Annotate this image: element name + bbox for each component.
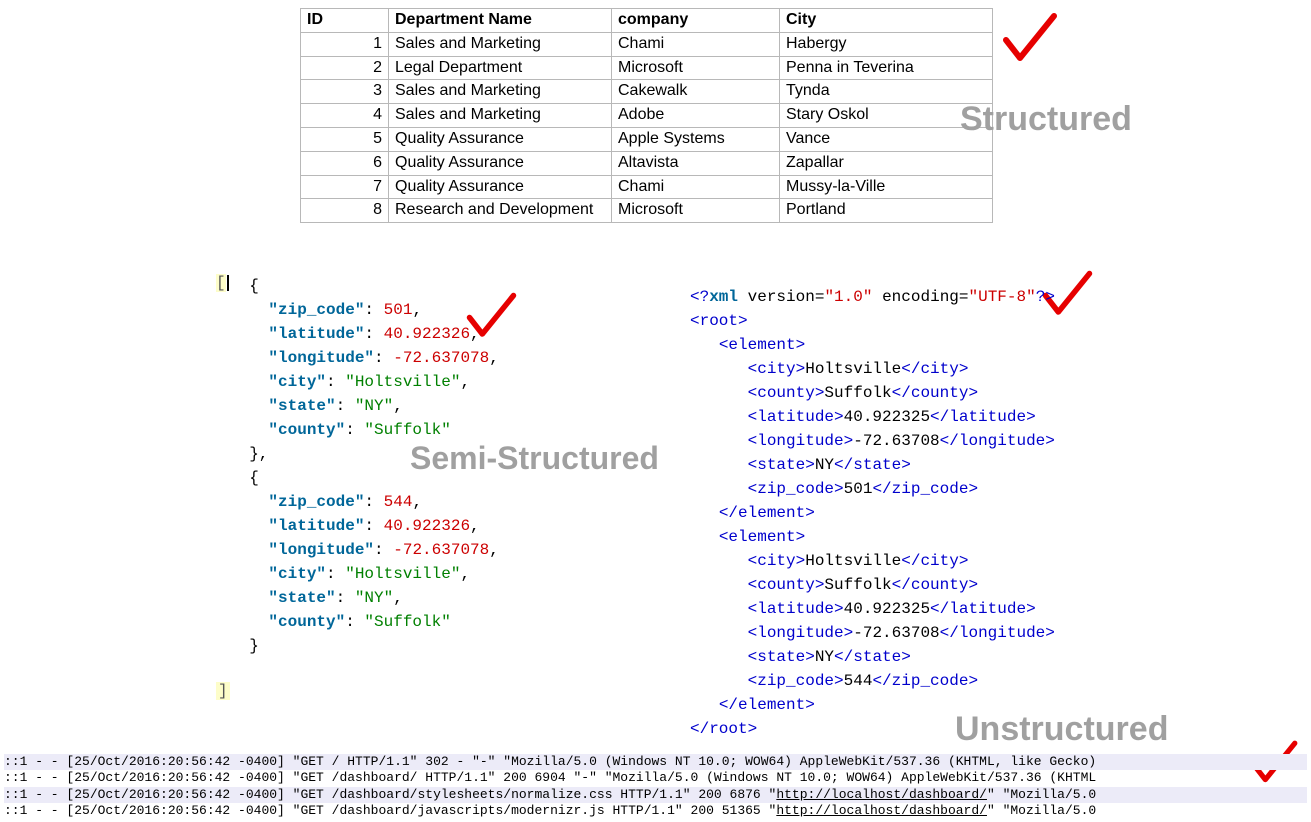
table-row: 8Research and DevelopmentMicrosoftPortla… xyxy=(301,199,993,223)
table-row: 5Quality AssuranceApple SystemsVance xyxy=(301,127,993,151)
table-cell: 3 xyxy=(301,80,389,104)
table-cell: Cakewalk xyxy=(612,80,780,104)
table-row: 1Sales and MarketingChamiHabergy xyxy=(301,32,993,56)
table-cell: Apple Systems xyxy=(612,127,780,151)
table-cell: Legal Department xyxy=(389,56,612,80)
table-cell: Habergy xyxy=(780,32,993,56)
table-cell: Research and Development xyxy=(389,199,612,223)
table-cell: Penna in Teverina xyxy=(780,56,993,80)
table-cell: Sales and Marketing xyxy=(389,32,612,56)
xml-code-panel: <?xml version="1.0" encoding="UTF-8"?> <… xyxy=(690,285,1055,741)
log-output: ::1 - - [25/Oct/2016:20:56:42 -0400] "GE… xyxy=(4,754,1307,819)
table-row: 3Sales and MarketingCakewalkTynda xyxy=(301,80,993,104)
col-company: company xyxy=(612,9,780,33)
structured-table: ID Department Name company City 1Sales a… xyxy=(300,8,993,223)
table-cell: Zapallar xyxy=(780,151,993,175)
table-row: 6Quality AssuranceAltavistaZapallar xyxy=(301,151,993,175)
table-cell: Altavista xyxy=(612,151,780,175)
log-line: ::1 - - [25/Oct/2016:20:56:42 -0400] "GE… xyxy=(4,787,1307,803)
table-cell: 4 xyxy=(301,104,389,128)
col-city: City xyxy=(780,9,993,33)
log-line: ::1 - - [25/Oct/2016:20:56:42 -0400] "GE… xyxy=(4,754,1307,770)
json-open-bracket: [ xyxy=(216,274,229,292)
checkmark-icon xyxy=(1000,10,1060,70)
table-cell: Quality Assurance xyxy=(389,151,612,175)
table-cell: Quality Assurance xyxy=(389,175,612,199)
table-header-row: ID Department Name company City xyxy=(301,9,993,33)
structured-label: Structured xyxy=(960,100,1132,139)
table-cell: 7 xyxy=(301,175,389,199)
table-cell: 6 xyxy=(301,151,389,175)
json-code-panel: { "zip_code": 501, "latitude": 40.922326… xyxy=(230,274,585,658)
table-cell: Chami xyxy=(612,175,780,199)
table-cell: Sales and Marketing xyxy=(389,80,612,104)
table-row: 4Sales and MarketingAdobeStary Oskol xyxy=(301,104,993,128)
table-cell: Microsoft xyxy=(612,56,780,80)
table-cell: 8 xyxy=(301,199,389,223)
table-cell: Portland xyxy=(780,199,993,223)
table-row: 2Legal DepartmentMicrosoftPenna in Tever… xyxy=(301,56,993,80)
col-id: ID xyxy=(301,9,389,33)
table-cell: Adobe xyxy=(612,104,780,128)
log-line: ::1 - - [25/Oct/2016:20:56:42 -0400] "GE… xyxy=(4,803,1307,819)
col-dept: Department Name xyxy=(389,9,612,33)
table-cell: Sales and Marketing xyxy=(389,104,612,128)
table-cell: 5 xyxy=(301,127,389,151)
table-row: 7Quality AssuranceChamiMussy-la-Ville xyxy=(301,175,993,199)
table-cell: 1 xyxy=(301,32,389,56)
log-line: ::1 - - [25/Oct/2016:20:56:42 -0400] "GE… xyxy=(4,770,1307,786)
table-cell: Mussy-la-Ville xyxy=(780,175,993,199)
table-cell: Microsoft xyxy=(612,199,780,223)
table-cell: Chami xyxy=(612,32,780,56)
table-cell: 2 xyxy=(301,56,389,80)
table-cell: Quality Assurance xyxy=(389,127,612,151)
json-close-bracket: ] xyxy=(216,682,230,700)
